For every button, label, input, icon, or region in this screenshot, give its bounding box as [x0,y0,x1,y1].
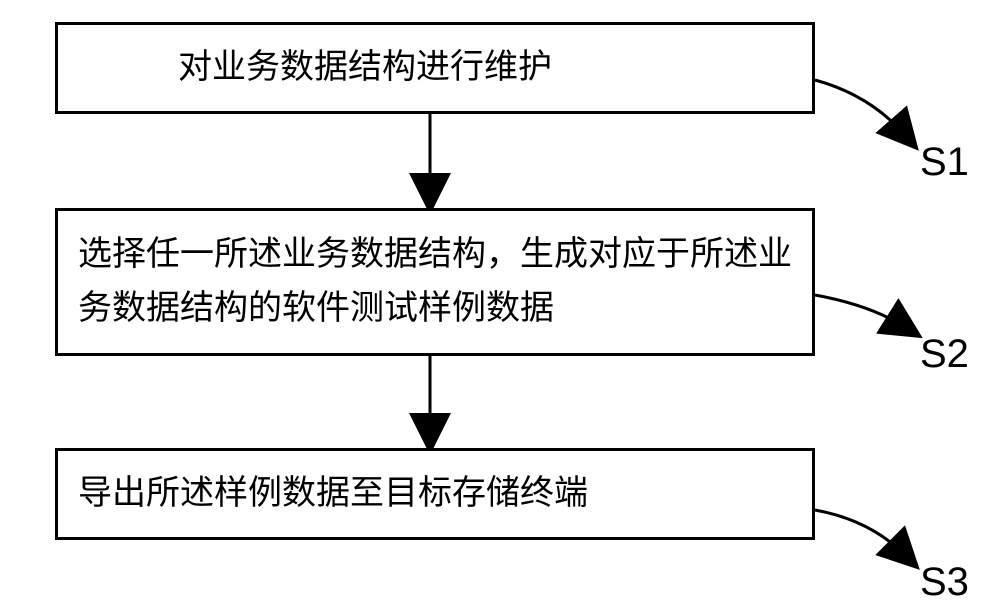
step-label-s1: S1 [920,140,969,185]
flow-node-s3-text: 导出所述样例数据至目标存储终端 [58,467,588,521]
step-label-s2: S2 [920,332,969,377]
flow-node-s1: 对业务数据结构进行维护 [55,22,815,114]
step-label-s3: S3 [920,560,969,605]
flowchart-canvas: 对业务数据结构进行维护 选择任一所述业务数据结构，生成对应于所述业务数据结构的软… [0,0,1000,613]
flow-node-s2: 选择任一所述业务数据结构，生成对应于所述业务数据结构的软件测试样例数据 [55,208,815,356]
flow-node-s2-text: 选择任一所述业务数据结构，生成对应于所述业务数据结构的软件测试样例数据 [58,228,812,337]
flow-node-s3: 导出所述样例数据至目标存储终端 [55,448,815,540]
flow-node-s1-text: 对业务数据结构进行维护 [58,41,552,95]
